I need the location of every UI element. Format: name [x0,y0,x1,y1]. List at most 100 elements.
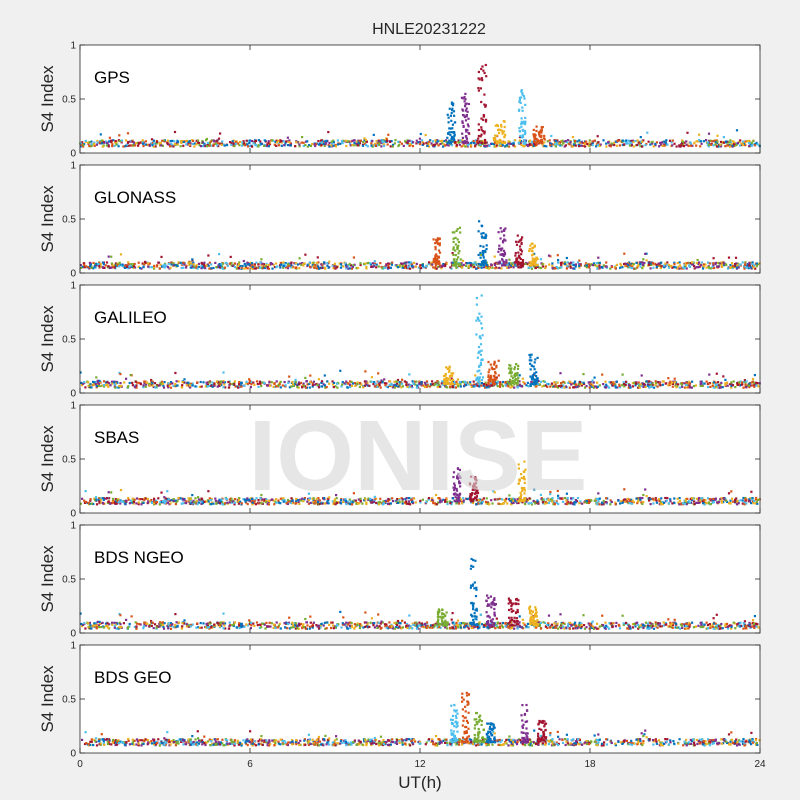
data-point [294,381,297,384]
data-point [146,381,149,384]
data-point [222,262,225,265]
data-point [524,103,527,106]
data-point [550,134,553,138]
data-point [539,380,542,383]
data-point [246,502,249,506]
data-point [462,497,465,500]
data-point [745,386,748,389]
data-point [496,380,499,384]
data-point [374,385,377,388]
data-point [504,133,507,136]
data-point [462,144,465,147]
data-point [138,141,141,144]
data-point [350,380,353,383]
data-point [459,139,462,142]
data-point [518,245,522,248]
data-point [509,368,512,371]
data-point [476,376,479,379]
data-point [448,500,451,503]
data-point [228,383,231,387]
data-point [573,381,576,385]
data-point [583,386,587,389]
data-point [222,380,225,383]
data-point [484,120,488,123]
data-point [483,130,486,133]
data-point [189,499,193,502]
data-point [556,254,559,257]
data-point [574,263,577,266]
data-point [628,500,632,503]
data-point [469,381,472,384]
data-point [520,250,523,253]
data-point [758,498,761,501]
data-point [733,143,736,146]
data-point [688,264,691,267]
data-point [394,383,397,386]
data-point [625,139,628,142]
data-point [163,265,166,268]
data-point [246,145,250,148]
data-point [133,386,136,389]
data-point [665,139,668,142]
data-point [494,372,497,375]
data-point [525,500,528,503]
data-point [484,249,487,252]
data-point [404,262,407,265]
data-point [135,384,138,387]
data-point [464,264,468,267]
data-point [90,265,93,268]
data-point [714,498,717,501]
data-point [391,386,394,389]
data-point [223,144,226,147]
data-point [253,267,256,270]
data-point [542,380,545,383]
data-point [301,136,304,139]
data-point [543,137,546,140]
data-point [494,261,498,264]
data-point [549,385,552,388]
data-point [483,383,486,386]
data-point [584,262,588,265]
data-point [751,497,754,500]
data-point [119,502,122,505]
data-point [194,385,197,388]
data-point [479,353,482,356]
data-point [355,267,358,270]
data-point [695,497,698,500]
data-point [502,249,506,252]
data-point [357,266,360,270]
data-point [313,143,316,146]
data-point [233,145,236,148]
data-point [485,502,488,505]
data-point [157,497,160,500]
data-point [193,265,196,268]
data-point [534,260,537,263]
data-point [384,384,387,387]
data-point [495,144,498,147]
data-point [729,144,732,147]
data-point [529,362,532,365]
data-point [716,386,719,389]
data-point [442,263,445,266]
data-point [196,503,199,506]
data-point [450,131,453,134]
data-point [593,376,596,379]
data-point [150,142,153,145]
data-point [457,244,460,247]
data-point [503,251,506,255]
data-point [714,383,717,386]
data-point [396,266,400,269]
data-point [434,248,437,251]
data-point [570,261,573,264]
data-point [454,236,457,239]
data-point [518,99,521,102]
data-point [353,382,356,385]
data-point [516,498,519,501]
data-point [229,255,232,258]
data-point [481,140,484,143]
data-point [95,503,99,506]
data-point [704,263,707,266]
data-point [478,364,481,367]
data-point [748,142,751,145]
data-point [532,133,535,136]
